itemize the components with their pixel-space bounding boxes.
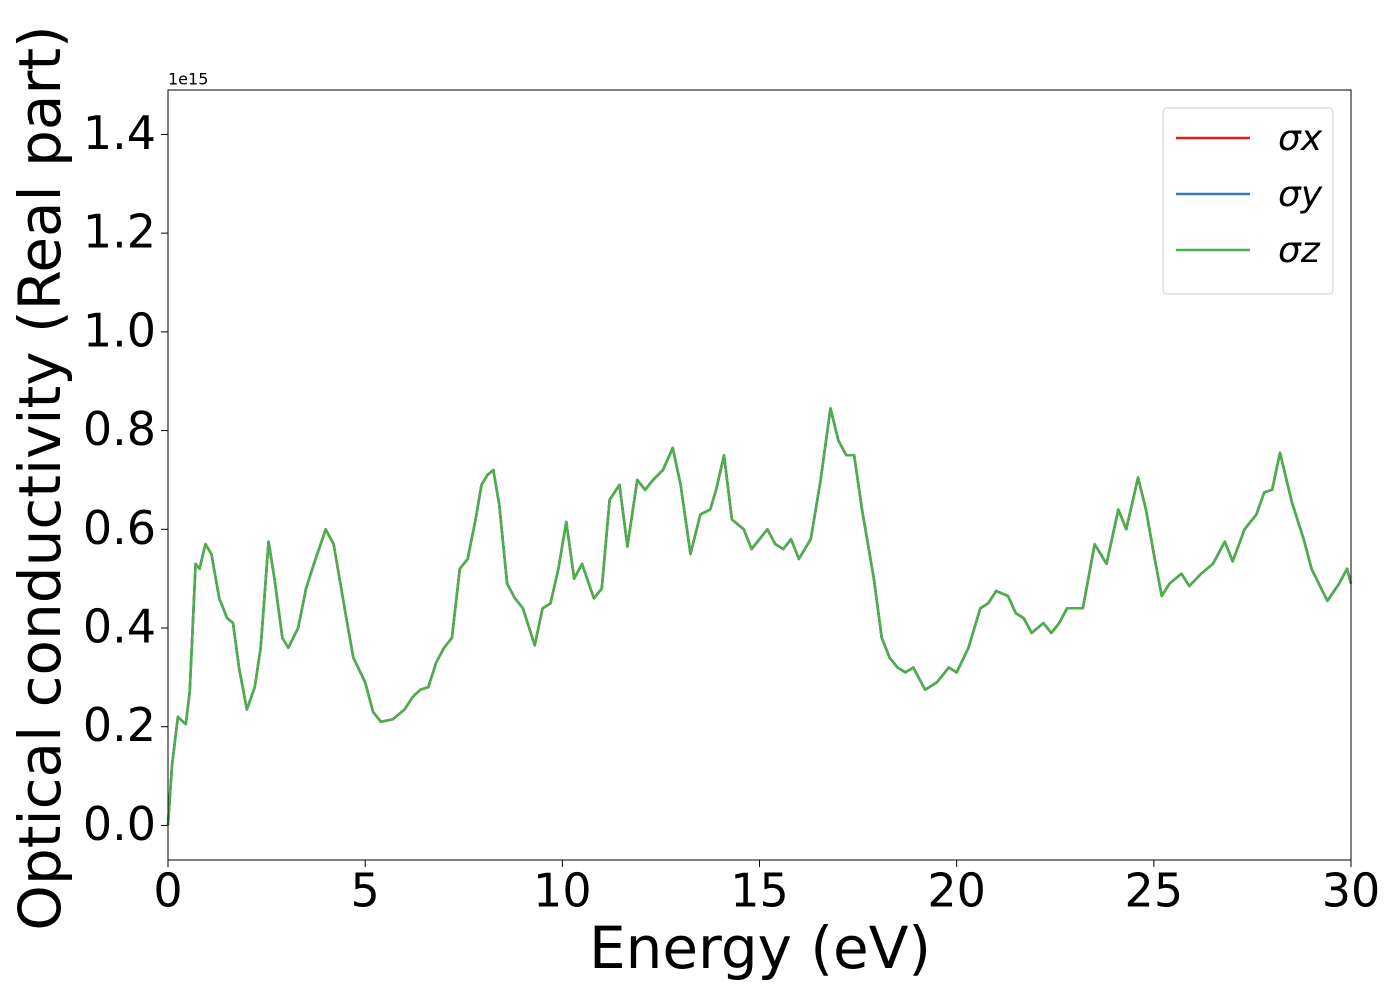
x-tick-label: 0 xyxy=(153,864,182,918)
x-tick-label: 5 xyxy=(351,864,380,918)
legend-label: σx xyxy=(1278,118,1323,159)
offset-text: 1e15 xyxy=(168,70,208,89)
x-tick-label: 25 xyxy=(1125,864,1184,918)
y-tick-label: 0.2 xyxy=(83,698,156,752)
y-tick-label: 0.8 xyxy=(83,402,156,456)
x-tick-label: 30 xyxy=(1322,864,1381,918)
y-tick-label: 1.0 xyxy=(83,303,156,357)
legend-box xyxy=(1162,107,1334,295)
legend-label: σz xyxy=(1278,230,1321,271)
legend-label: σy xyxy=(1278,174,1323,215)
x-tick-label: 15 xyxy=(730,864,789,918)
y-tick-label: 1.4 xyxy=(83,106,156,160)
series-line xyxy=(166,407,1353,826)
y-tick-label: 1.2 xyxy=(83,205,156,259)
y-axis-label: Optical conductivity (Real part) xyxy=(6,25,74,930)
y-tick-label: 0.0 xyxy=(83,797,156,851)
x-axis-label: Energy (eV) xyxy=(589,914,931,982)
y-tick-label: 0.4 xyxy=(83,600,156,654)
x-tick-label: 20 xyxy=(927,864,986,918)
y-tick-label: 0.6 xyxy=(83,501,156,555)
plot-frame xyxy=(167,89,1352,861)
x-tick-label: 10 xyxy=(533,864,592,918)
